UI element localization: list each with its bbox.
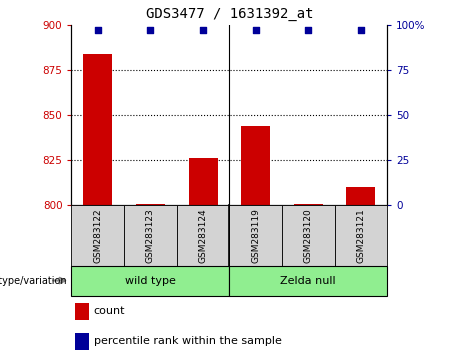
Point	[252, 27, 260, 33]
Bar	[189, 158, 218, 205]
Bar	[124, 205, 177, 266]
Text: GSM283120: GSM283120	[304, 208, 313, 263]
Title: GDS3477 / 1631392_at: GDS3477 / 1631392_at	[146, 7, 313, 21]
Text: GSM283124: GSM283124	[199, 208, 207, 263]
Text: count: count	[94, 306, 125, 316]
Bar	[229, 205, 282, 266]
Bar	[75, 303, 89, 320]
Bar	[241, 126, 270, 205]
Text: GSM283119: GSM283119	[251, 208, 260, 263]
Bar	[71, 266, 229, 296]
Point	[94, 27, 101, 33]
Text: wild type: wild type	[125, 275, 176, 286]
Bar	[136, 204, 165, 205]
Text: GSM283122: GSM283122	[93, 208, 102, 263]
Text: GSM283121: GSM283121	[356, 208, 366, 263]
Bar	[347, 187, 375, 205]
Text: percentile rank within the sample: percentile rank within the sample	[94, 336, 281, 346]
Bar	[177, 205, 229, 266]
Bar	[71, 205, 124, 266]
Point	[357, 27, 365, 33]
Bar	[335, 205, 387, 266]
Point	[199, 27, 207, 33]
Bar	[83, 54, 112, 205]
Bar	[294, 204, 323, 205]
Bar	[282, 205, 335, 266]
Bar	[229, 266, 387, 296]
Text: genotype/variation: genotype/variation	[0, 275, 67, 286]
Text: GSM283123: GSM283123	[146, 208, 155, 263]
Bar	[75, 333, 89, 350]
Text: Zelda null: Zelda null	[280, 275, 336, 286]
Point	[305, 27, 312, 33]
Point	[147, 27, 154, 33]
